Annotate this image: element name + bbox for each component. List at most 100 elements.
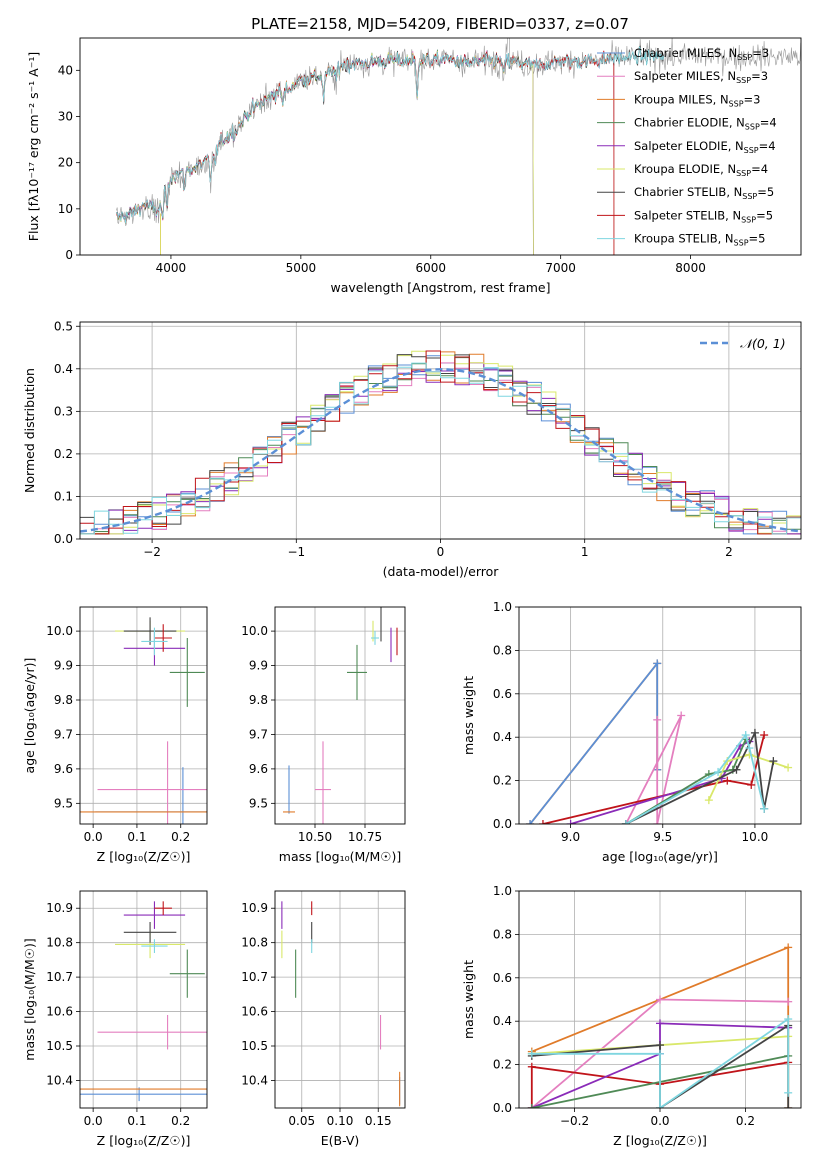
model-spectrum-kroupa-stelib <box>116 46 665 224</box>
y-tick-label: 0.2 <box>54 447 73 461</box>
y-tick-label: 20 <box>58 156 73 170</box>
y-tick-label: 9.9 <box>54 659 73 673</box>
errorbar-kroupa-stelib <box>141 939 168 953</box>
plot-area <box>283 607 398 824</box>
series-kroupa-stelib <box>621 731 769 824</box>
x-tick-label: 2 <box>725 545 733 559</box>
series-salpeter-miles <box>621 711 686 824</box>
y-axis-label: mass weight <box>461 676 476 755</box>
errorbar-kroupa-stelib <box>371 631 379 645</box>
legend-entry: Chabrier ELODIE, NSSP=4 <box>634 116 777 132</box>
plot-area <box>80 901 207 1102</box>
plot-area <box>527 943 793 1108</box>
y-tick-label: 10.9 <box>241 901 268 915</box>
model-spectrum-kroupa-miles <box>116 51 615 255</box>
errorbar-kroupa-stelib <box>141 627 168 656</box>
gaussian-curve <box>80 368 801 533</box>
x-axis-label: E(B-V) <box>321 1133 360 1148</box>
y-tick-label: 0.4 <box>493 1014 512 1028</box>
plot-area <box>281 901 401 1107</box>
axes-frame <box>274 890 406 1109</box>
y-tick-label: 9.9 <box>249 659 268 673</box>
panel-mass-vs-ebv: 0.05 0.10 0.15 10.4 10.5 10.6 10.7 10.8 10.9 E(B-… <box>241 890 406 1148</box>
axes-frame <box>274 606 406 825</box>
x-tick-label: 9.5 <box>653 830 672 844</box>
y-tick-label: 0.0 <box>493 1101 512 1115</box>
y-tick-label: 0.2 <box>493 1058 512 1072</box>
x-tick-label: 0.1 <box>127 830 146 844</box>
y-axis-label: mass weight <box>461 960 476 1039</box>
legend-entry: Salpeter MILES, NSSP=3 <box>634 69 768 85</box>
errorbar-salpeter-miles <box>97 1015 207 1050</box>
y-tick-label: 10.5 <box>241 1039 268 1053</box>
plot-area <box>80 350 801 535</box>
x-axis-label: (data-model)/error <box>383 564 500 579</box>
y-tick-label: 10.8 <box>241 936 268 950</box>
legend: Chabrier MILES, NSSP=3 Salpeter MILES, NS… <box>597 46 777 248</box>
y-tick-label: 10.4 <box>241 1073 268 1087</box>
y-tick-label: 9.7 <box>54 727 73 741</box>
histogram-kroupa-stelib <box>80 362 801 535</box>
x-tick-label: 0.0 <box>84 1114 103 1128</box>
y-tick-label: 9.7 <box>249 727 268 741</box>
x-tick-label: 0.0 <box>84 830 103 844</box>
errorbar-salpeter-miles <box>315 741 331 824</box>
x-tick-label: 7000 <box>545 261 576 275</box>
legend-entry: 𝒩(0, 1) <box>740 336 786 351</box>
panel-mass-vs-Z: 0.0 0.1 0.2 10.4 10.5 10.6 10.7 10.8 10.9 Z [log₁… <box>22 890 208 1148</box>
legend-entry: Kroupa STELIB, NSSP=5 <box>634 232 765 248</box>
x-tick-label: 10.75 <box>348 830 382 844</box>
y-tick-label: 0.3 <box>54 404 73 418</box>
series-line <box>531 1022 789 1108</box>
y-tick-label: 0.2 <box>493 774 512 788</box>
x-tick-label: 10.50 <box>298 830 332 844</box>
axes-frame <box>79 890 208 1109</box>
series-line <box>530 1061 789 1108</box>
errorbar-chabrier-elodie <box>169 638 205 707</box>
errorbar-salpeter-stelib <box>154 901 172 916</box>
legend-entry: Chabrier STELIB, NSSP=5 <box>634 185 774 201</box>
series-line <box>625 715 683 824</box>
y-tick-label: 10.7 <box>241 970 268 984</box>
y-tick-label: 0.1 <box>54 489 73 503</box>
figure-title: PLATE=2158, MJD=54209, FIBERID=0337, z=0… <box>251 15 629 33</box>
x-axis-label: Z [log₁₀(Z/Z☉)] <box>97 1133 191 1148</box>
model-spectrum-chabrier-miles <box>116 49 615 255</box>
x-tick-label: 0.0 <box>650 1114 669 1128</box>
axes-frame <box>518 606 802 825</box>
y-tick-label: 0.6 <box>493 971 512 985</box>
y-tick-label: 10.6 <box>46 1005 73 1019</box>
x-tick-label: 6000 <box>415 261 446 275</box>
legend-entry: Salpeter ELODIE, NSSP=4 <box>634 139 776 155</box>
errorbar-salpeter-miles <box>97 741 207 824</box>
y-tick-label: 0 <box>65 248 73 262</box>
x-tick-label: 0.15 <box>365 1114 392 1128</box>
y-tick-label: 10.5 <box>46 1039 73 1053</box>
plot-area <box>116 38 801 255</box>
x-axis-label: Z [log₁₀(Z/Z☉)] <box>613 1133 707 1148</box>
plot-area <box>526 659 793 824</box>
y-tick-label: 0.8 <box>493 643 512 657</box>
y-tick-label: 9.5 <box>249 796 268 810</box>
y-tick-label: 10.6 <box>241 1005 268 1019</box>
x-tick-label: 0.05 <box>288 1114 315 1128</box>
y-tick-label: 10.4 <box>46 1073 73 1087</box>
y-tick-label: 0.0 <box>493 817 512 831</box>
series-kroupa-elodie <box>704 750 793 805</box>
x-tick-label: 10.0 <box>742 830 769 844</box>
model-spectrum-chabrier-stelib <box>116 45 665 223</box>
errorbar-chabrier-stelib <box>123 922 177 943</box>
axes-frame <box>518 890 802 1109</box>
legend: 𝒩(0, 1) <box>700 336 786 351</box>
legend-entry: Salpeter STELIB, NSSP=5 <box>634 208 773 224</box>
x-tick-label: −0.2 <box>560 1114 589 1128</box>
model-spectrum-salpeter-miles <box>116 50 615 255</box>
x-tick-label: 5000 <box>286 261 317 275</box>
y-tick-label: 9.6 <box>54 762 73 776</box>
panel-mass-weight-vs-Z: −0.2 0.0 0.2 0.0 0.2 0.4 0.6 0.8 1.0 Z [log₁₀(Z/Z… <box>461 884 802 1148</box>
y-tick-label: 9.5 <box>54 796 73 810</box>
legend-entry: Chabrier MILES, NSSP=3 <box>634 46 769 62</box>
y-axis-label: age [log₁₀(age/yr)] <box>22 658 37 774</box>
series-line <box>707 753 789 801</box>
y-tick-label: 10.0 <box>46 624 73 638</box>
